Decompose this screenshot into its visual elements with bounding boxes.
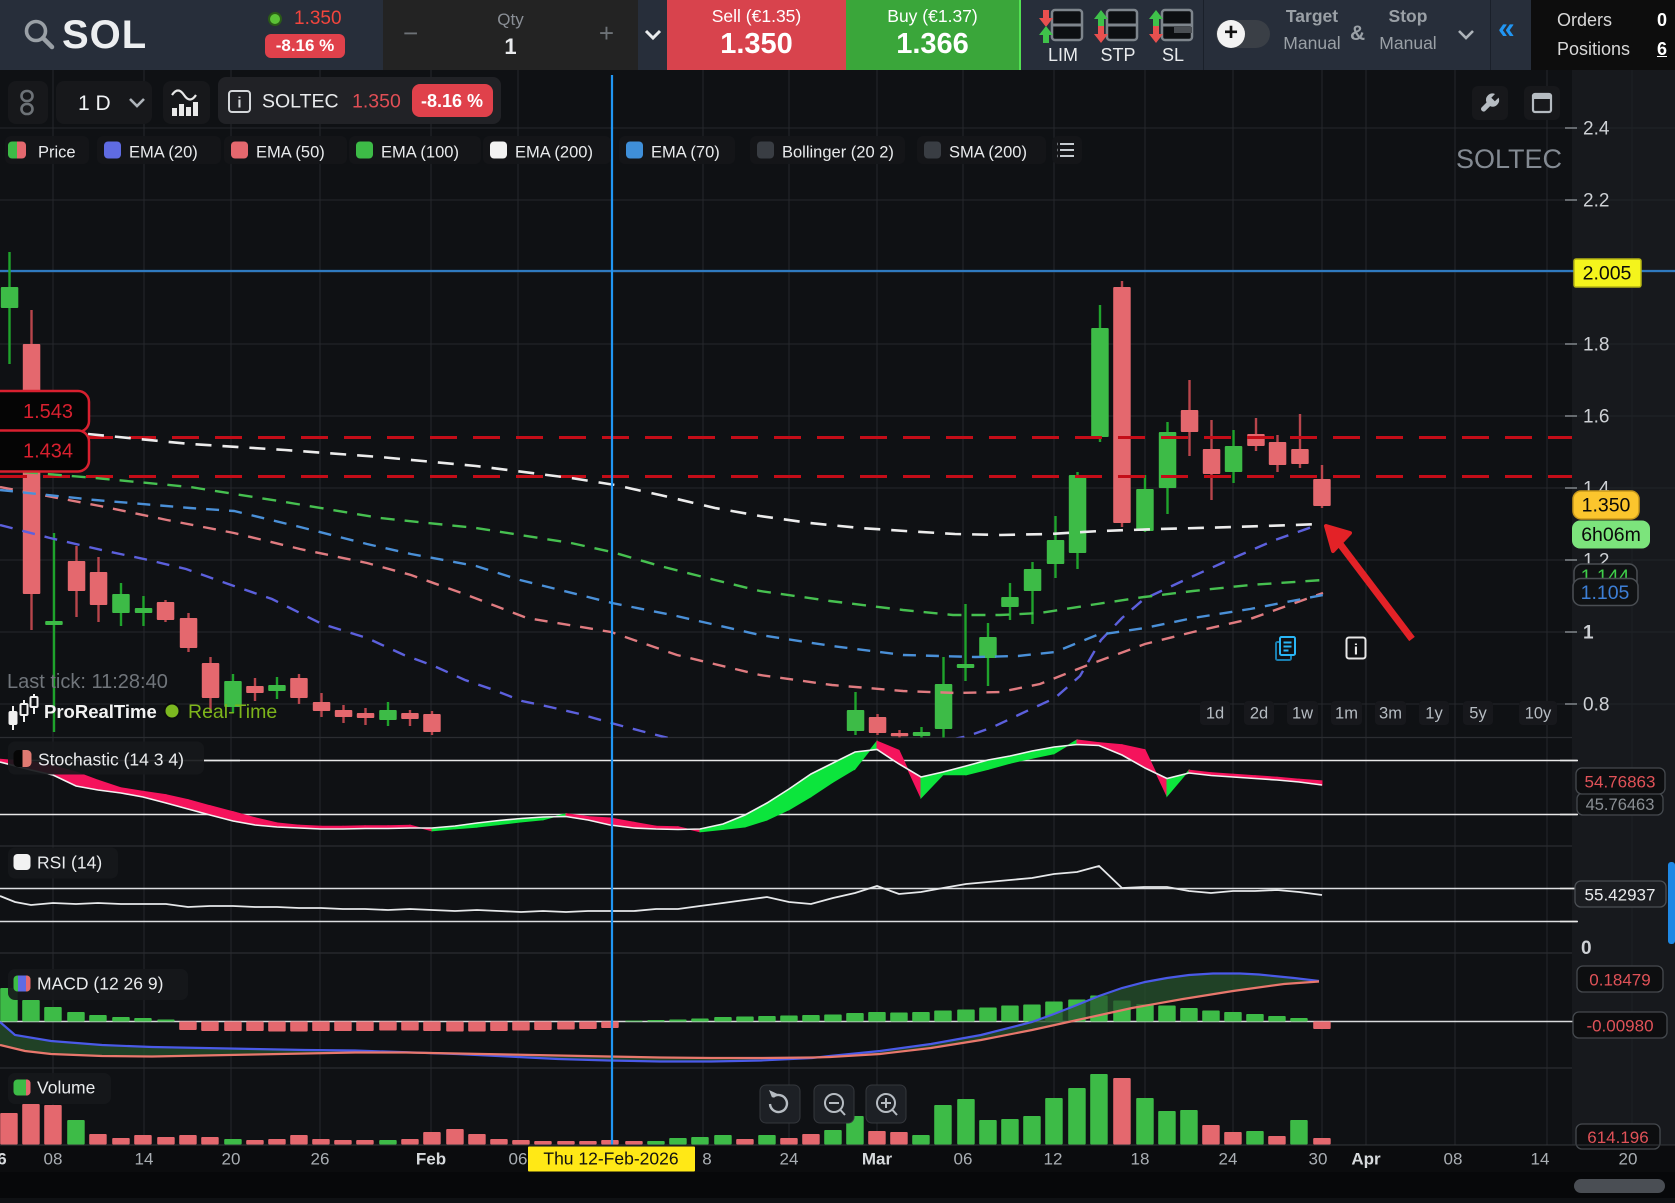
svg-text:24: 24 — [780, 1150, 799, 1169]
svg-text:26: 26 — [311, 1150, 330, 1169]
svg-text:20: 20 — [222, 1150, 241, 1169]
svg-text:1.6: 1.6 — [1583, 407, 1609, 428]
svg-text:EMA (100): EMA (100) — [381, 144, 459, 162]
svg-text:2.4: 2.4 — [1583, 119, 1610, 140]
svg-text:10y: 10y — [1525, 705, 1552, 723]
svg-text:08: 08 — [1444, 1150, 1463, 1169]
svg-text:ProRealTime: ProRealTime — [44, 701, 157, 722]
svg-text:2.005: 2.005 — [1583, 263, 1632, 285]
svg-text:SOLTEC: SOLTEC — [1456, 144, 1562, 174]
svg-text:SOLTEC: SOLTEC — [262, 91, 339, 113]
svg-text:55.42937: 55.42937 — [1585, 886, 1656, 905]
svg-text:i: i — [1354, 642, 1358, 659]
svg-text:1.8: 1.8 — [1583, 335, 1609, 356]
svg-text:SMA (200): SMA (200) — [949, 144, 1027, 162]
svg-text:1w: 1w — [1292, 705, 1313, 723]
svg-text:20: 20 — [1619, 1150, 1638, 1169]
svg-text:-8.16 %: -8.16 % — [421, 91, 483, 111]
svg-text:06: 06 — [509, 1150, 528, 1169]
svg-text:1 D: 1 D — [78, 92, 111, 115]
svg-text:RSI (14): RSI (14) — [37, 853, 102, 873]
svg-text:Price: Price — [38, 144, 76, 162]
svg-text:Thu 12-Feb-2026: Thu 12-Feb-2026 — [543, 1149, 678, 1169]
svg-text:12: 12 — [1044, 1150, 1063, 1169]
svg-text:1.350: 1.350 — [352, 91, 401, 113]
svg-text:Apr: Apr — [1351, 1150, 1381, 1169]
svg-text:06: 06 — [954, 1150, 973, 1169]
svg-text:2d: 2d — [1250, 705, 1268, 723]
svg-text:30: 30 — [1309, 1150, 1328, 1169]
svg-text:8: 8 — [702, 1150, 711, 1169]
svg-text:6: 6 — [0, 1150, 7, 1169]
svg-text:24: 24 — [1219, 1150, 1238, 1169]
svg-text:2.2: 2.2 — [1583, 191, 1609, 212]
svg-text:3m: 3m — [1379, 705, 1402, 723]
svg-text:0.18479: 0.18479 — [1589, 971, 1650, 990]
svg-text:1.350: 1.350 — [1582, 495, 1631, 517]
svg-text:45.76463: 45.76463 — [1586, 796, 1655, 814]
svg-text:1d: 1d — [1206, 705, 1224, 723]
svg-text:6h06m: 6h06m — [1581, 524, 1641, 546]
svg-text:Stochastic (14 3 4): Stochastic (14 3 4) — [38, 750, 184, 770]
svg-text:54.76863: 54.76863 — [1585, 773, 1656, 792]
svg-text:1.543: 1.543 — [23, 401, 73, 423]
svg-text:SL: SL — [1162, 45, 1184, 63]
svg-text:EMA (200): EMA (200) — [515, 144, 593, 162]
svg-text:1y: 1y — [1425, 705, 1443, 723]
svg-text:1m: 1m — [1335, 705, 1358, 723]
svg-text:18: 18 — [1131, 1150, 1150, 1169]
svg-text:EMA (70): EMA (70) — [651, 144, 720, 162]
svg-text:1.434: 1.434 — [23, 441, 73, 463]
svg-text:614.196: 614.196 — [1587, 1128, 1648, 1147]
svg-text:Bollinger (20 2): Bollinger (20 2) — [782, 144, 894, 162]
svg-text:-0.00980: -0.00980 — [1586, 1017, 1653, 1036]
svg-text:i: i — [237, 95, 241, 112]
svg-text:14: 14 — [1531, 1150, 1550, 1169]
svg-text:MACD (12 26 9): MACD (12 26 9) — [37, 974, 163, 994]
svg-text:Feb: Feb — [416, 1150, 446, 1169]
svg-text:Volume: Volume — [37, 1078, 95, 1098]
svg-text:EMA (50): EMA (50) — [256, 144, 325, 162]
svg-text:1: 1 — [1583, 623, 1594, 644]
svg-text:Last tick: 11:28:40: Last tick: 11:28:40 — [7, 671, 168, 693]
svg-text:08: 08 — [44, 1150, 63, 1169]
svg-text:Real-Time: Real-Time — [188, 701, 277, 723]
svg-text:LIM: LIM — [1048, 45, 1078, 63]
svg-text:0: 0 — [1581, 938, 1592, 959]
svg-text:5y: 5y — [1469, 705, 1487, 723]
svg-text:Mar: Mar — [862, 1150, 893, 1169]
svg-text:14: 14 — [135, 1150, 154, 1169]
svg-text:EMA (20): EMA (20) — [129, 144, 198, 162]
svg-text:1.105: 1.105 — [1581, 582, 1630, 604]
svg-text:STP: STP — [1100, 45, 1135, 63]
svg-text:0.8: 0.8 — [1583, 695, 1609, 716]
